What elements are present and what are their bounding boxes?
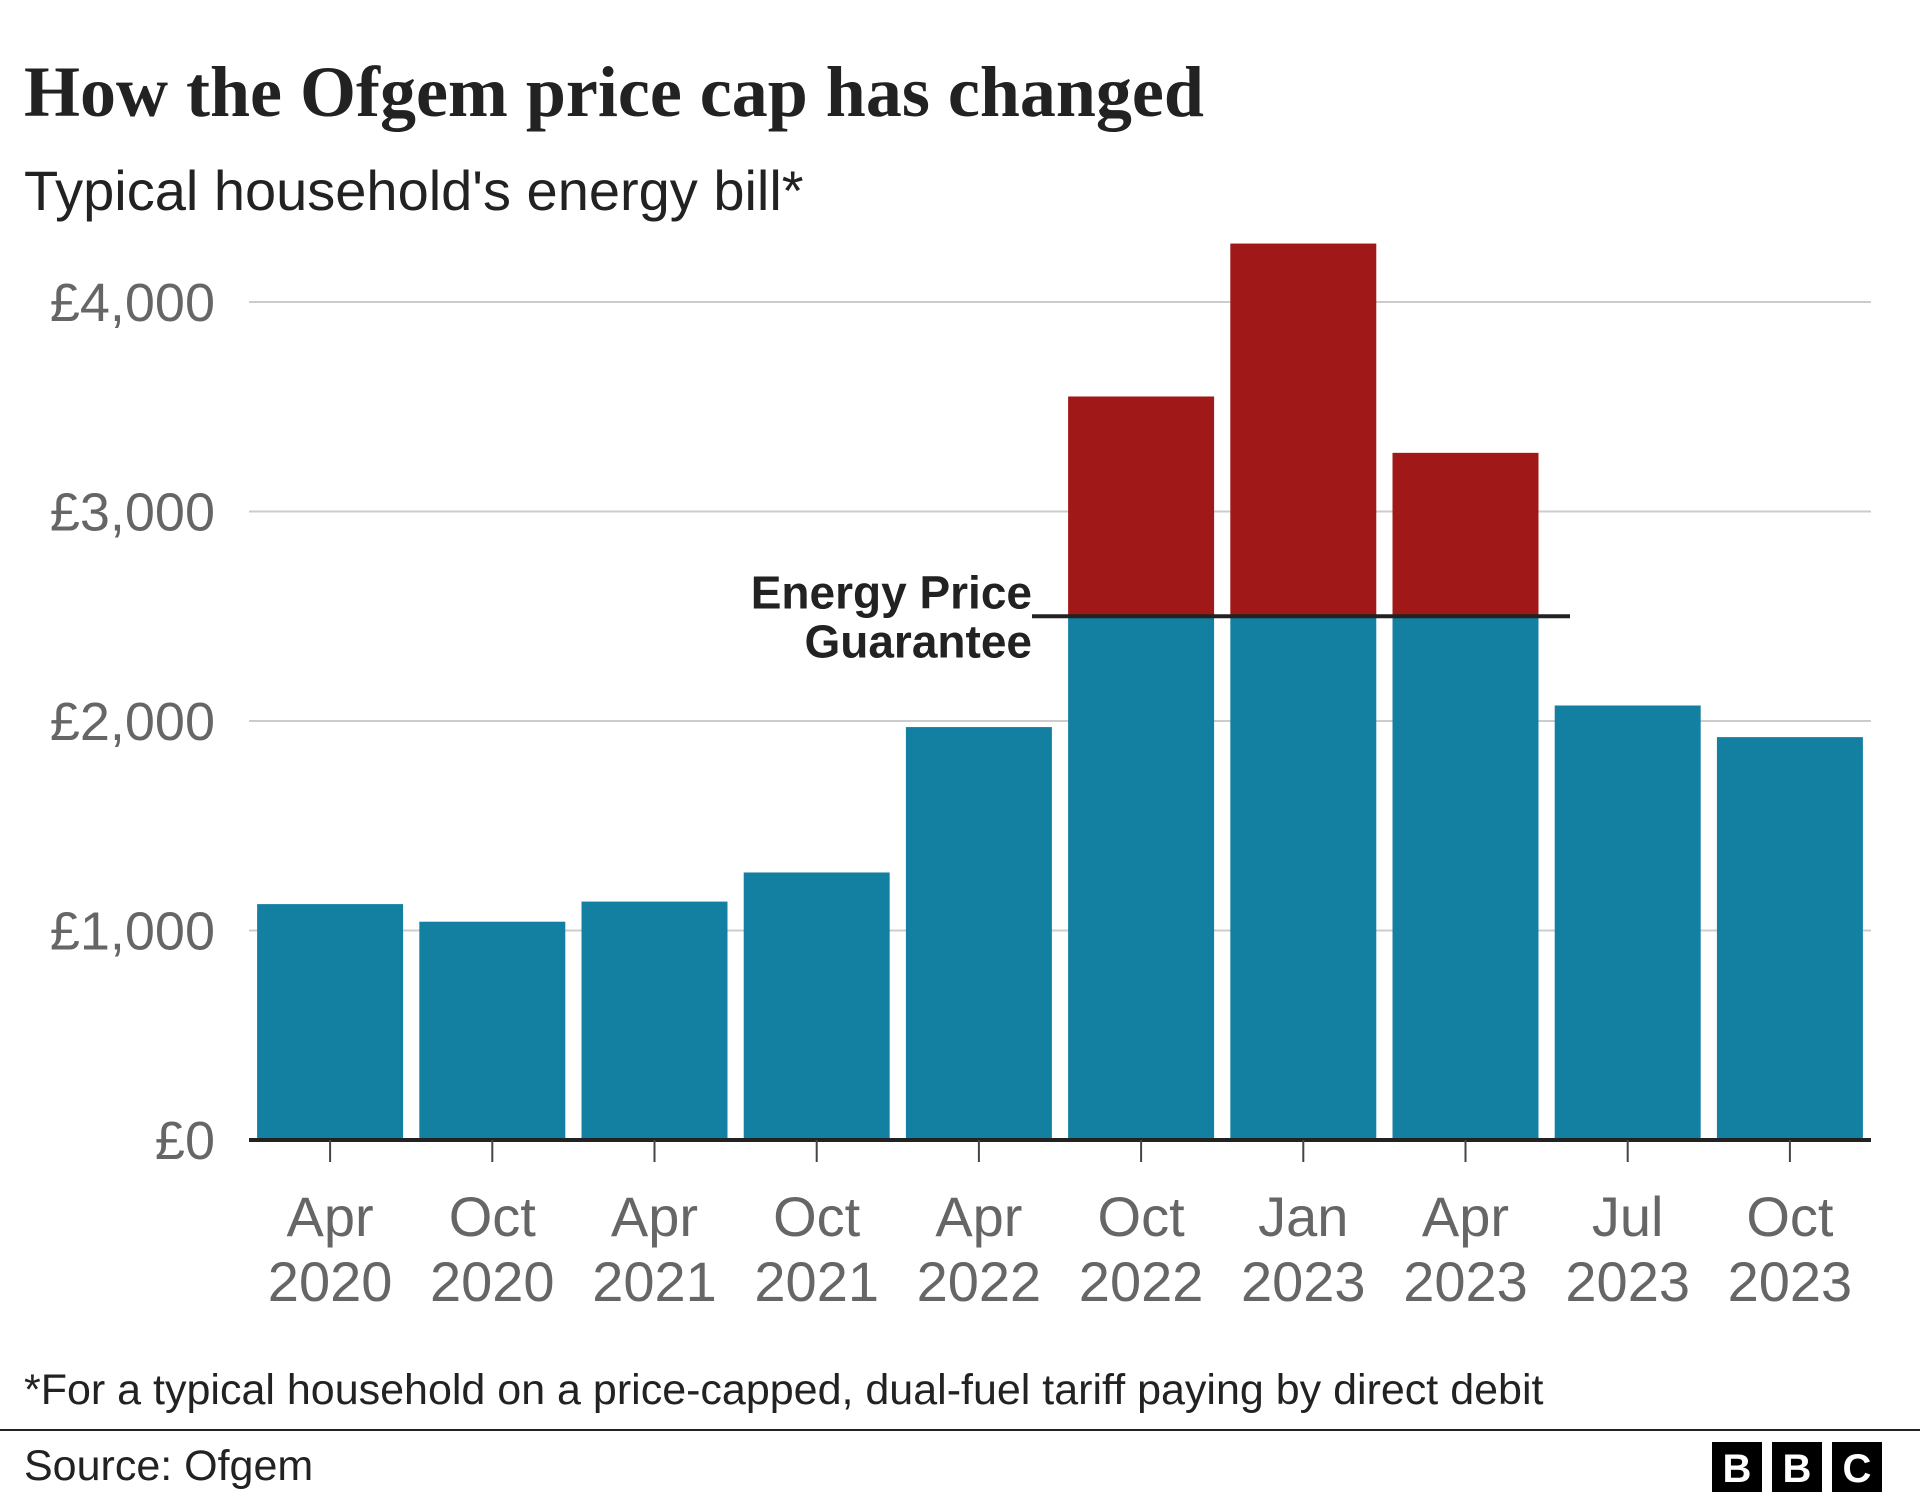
bar-segment <box>1230 616 1377 1140</box>
chart-subtitle: Typical household's energy bill* <box>24 159 804 222</box>
annotation-text: Energy Price <box>751 566 1032 618</box>
bar-segment <box>1716 737 1863 1140</box>
x-tick-label: Oct 2020 <box>430 1185 555 1313</box>
bar-segment <box>743 872 890 1140</box>
y-tick-label: £3,000 <box>50 483 215 543</box>
bar-segment <box>419 921 566 1140</box>
bar-segment <box>1068 396 1215 617</box>
x-tick-label: Apr 2021 <box>592 1185 717 1313</box>
bar-segment <box>257 904 404 1140</box>
logo-block <box>1712 1442 1762 1492</box>
y-tick-label: £1,000 <box>50 902 215 962</box>
bar-segment <box>1392 452 1539 617</box>
footnote: *For a typical household on a price-capp… <box>24 1366 1543 1414</box>
x-tick-label: Jan 2023 <box>1241 1185 1366 1313</box>
x-tick-label: Oct 2022 <box>1079 1185 1204 1313</box>
x-tick-label: Apr 2023 <box>1403 1185 1528 1313</box>
x-tick-label: Apr 2020 <box>268 1185 393 1313</box>
bar-segment <box>581 901 728 1140</box>
annotation-text: Guarantee <box>804 615 1032 667</box>
chart-title: How the Ofgem price cap has changed <box>24 52 1204 132</box>
y-tick-label: £0 <box>155 1111 215 1171</box>
bar-segment <box>905 727 1052 1140</box>
bar-segment <box>1068 616 1215 1140</box>
y-tick-label: £4,000 <box>50 273 215 333</box>
logo-letter: B <box>1783 1447 1812 1491</box>
bar-segment <box>1392 616 1539 1140</box>
logo-block <box>1772 1442 1822 1492</box>
logo-letter: C <box>1843 1447 1872 1491</box>
bar-segment <box>1230 243 1377 617</box>
x-tick-label: Jul 2023 <box>1565 1185 1690 1313</box>
source: Source: Ofgem <box>24 1442 313 1490</box>
bar-segment <box>1554 705 1701 1140</box>
logo-block <box>1832 1442 1882 1492</box>
x-tick-label: Oct 2023 <box>1728 1185 1853 1313</box>
x-tick-label: Oct 2021 <box>754 1185 879 1313</box>
y-tick-label: £2,000 <box>50 692 215 752</box>
logo-letter: B <box>1723 1447 1752 1491</box>
x-tick-label: Apr 2022 <box>917 1185 1042 1313</box>
